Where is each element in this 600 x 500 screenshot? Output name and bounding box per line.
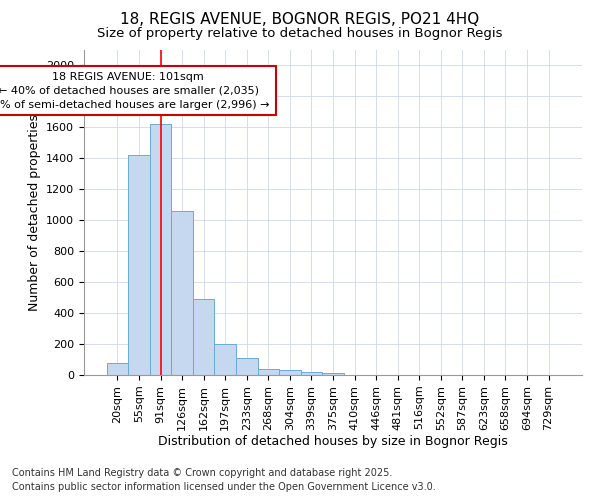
Y-axis label: Number of detached properties: Number of detached properties [28, 114, 41, 311]
Bar [128, 155, 150, 375]
Bar [257, 369, 279, 375]
Bar [193, 299, 214, 375]
Bar [172, 211, 193, 375]
Text: Size of property relative to detached houses in Bognor Regis: Size of property relative to detached ho… [97, 28, 503, 40]
Bar [322, 374, 344, 375]
Bar [107, 362, 128, 375]
Text: 18, REGIS AVENUE, BOGNOR REGIS, PO21 4HQ: 18, REGIS AVENUE, BOGNOR REGIS, PO21 4HQ [121, 12, 479, 28]
Bar [301, 372, 322, 375]
Bar [279, 370, 301, 375]
X-axis label: Distribution of detached houses by size in Bognor Regis: Distribution of detached houses by size … [158, 436, 508, 448]
Bar [150, 124, 172, 375]
Bar [236, 358, 257, 375]
Text: Contains public sector information licensed under the Open Government Licence v3: Contains public sector information licen… [12, 482, 436, 492]
Text: 18 REGIS AVENUE: 101sqm
← 40% of detached houses are smaller (2,035)
60% of semi: 18 REGIS AVENUE: 101sqm ← 40% of detache… [0, 72, 270, 110]
Bar [214, 344, 236, 375]
Text: Contains HM Land Registry data © Crown copyright and database right 2025.: Contains HM Land Registry data © Crown c… [12, 468, 392, 477]
